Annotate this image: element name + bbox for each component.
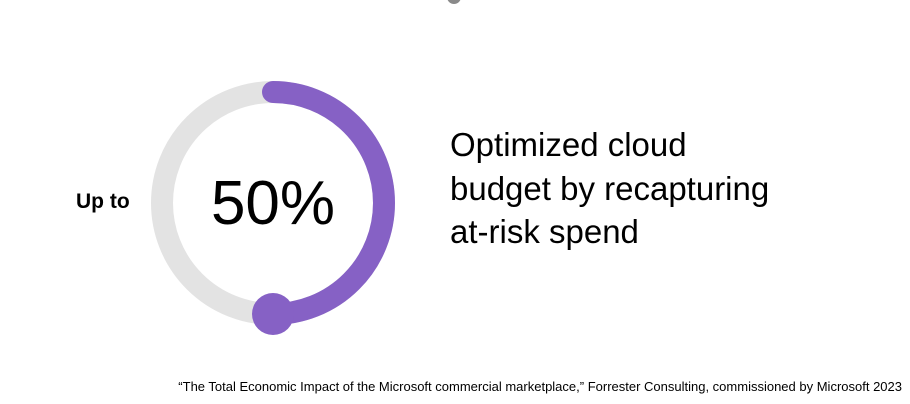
gauge-end-knob <box>252 293 294 335</box>
gauge-prefix-label: Up to <box>76 190 130 213</box>
decorative-dot <box>447 0 461 4</box>
donut-gauge <box>151 81 395 335</box>
stat-description: Optimized cloud budget by recapturing at… <box>450 126 770 250</box>
source-footnote: “The Total Economic Impact of the Micros… <box>178 379 902 394</box>
gauge-filled-arc <box>262 81 395 325</box>
gauge-value: 50% <box>210 169 336 238</box>
